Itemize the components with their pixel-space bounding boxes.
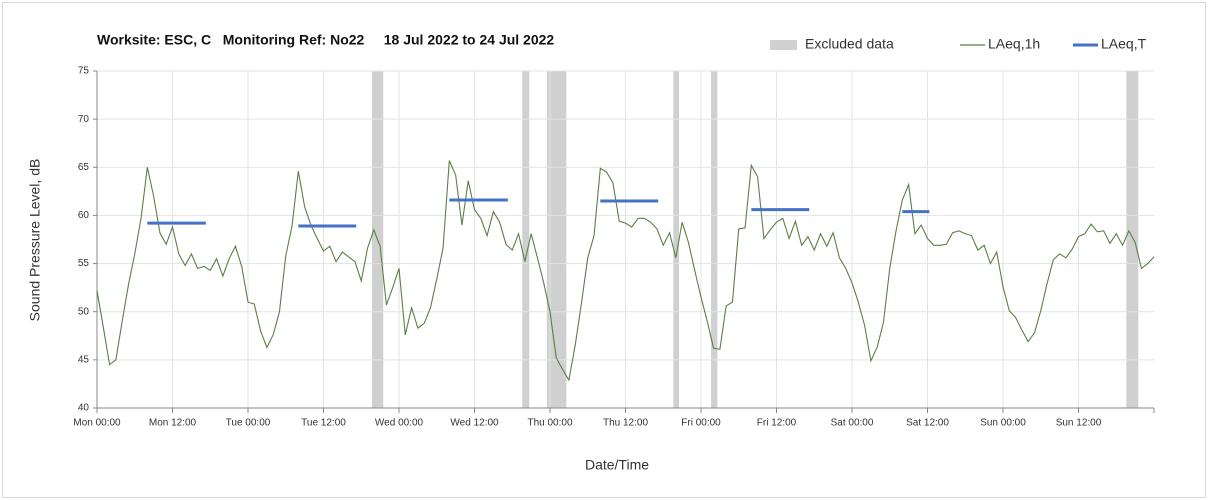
x-tick-label: Sun 00:00 — [980, 418, 1026, 429]
x-tick-label: Mon 00:00 — [73, 418, 121, 429]
y-tick-label: 50 — [78, 306, 90, 317]
excluded-band — [522, 71, 530, 408]
laeq-1h-line — [96, 160, 1155, 382]
x-tick-label: Sat 00:00 — [831, 418, 874, 429]
legend-label: Excluded data — [805, 36, 894, 52]
excluded-band — [1126, 71, 1139, 408]
y-tick-label: 60 — [78, 210, 90, 221]
x-tick-label: Fri 12:00 — [757, 418, 797, 429]
x-tick-label: Wed 12:00 — [450, 418, 499, 429]
chart-title: Worksite: ESC, C Monitoring Ref: No22 18… — [97, 32, 554, 48]
y-axis-label: Sound Pressure Level, dB — [27, 159, 43, 322]
x-tick-label: Fri 00:00 — [681, 418, 721, 429]
excluded-band — [673, 71, 679, 408]
y-tick-label: 45 — [78, 354, 90, 365]
x-tick-label: Tue 00:00 — [226, 418, 271, 429]
y-tick-label: 65 — [78, 162, 90, 173]
x-tick-label: Thu 00:00 — [527, 418, 572, 429]
y-tick-label: 75 — [78, 66, 90, 77]
x-tick-label: Mon 12:00 — [149, 418, 197, 429]
x-tick-label: Sun 12:00 — [1056, 418, 1102, 429]
x-tick-label: Wed 00:00 — [375, 418, 424, 429]
x-axis-label: Date/Time — [585, 457, 649, 473]
x-tick-label: Sat 12:00 — [906, 418, 949, 429]
legend-swatch — [770, 40, 797, 50]
x-tick-label: Thu 12:00 — [603, 418, 648, 429]
excluded-band — [711, 71, 718, 408]
legend-label: LAeq,1h — [988, 36, 1040, 52]
x-tick-label: Tue 12:00 — [301, 418, 346, 429]
legend-label: LAeq,T — [1101, 36, 1147, 52]
y-tick-label: 55 — [78, 258, 90, 269]
y-tick-label: 70 — [78, 114, 90, 125]
y-tick-label: 40 — [78, 403, 90, 414]
